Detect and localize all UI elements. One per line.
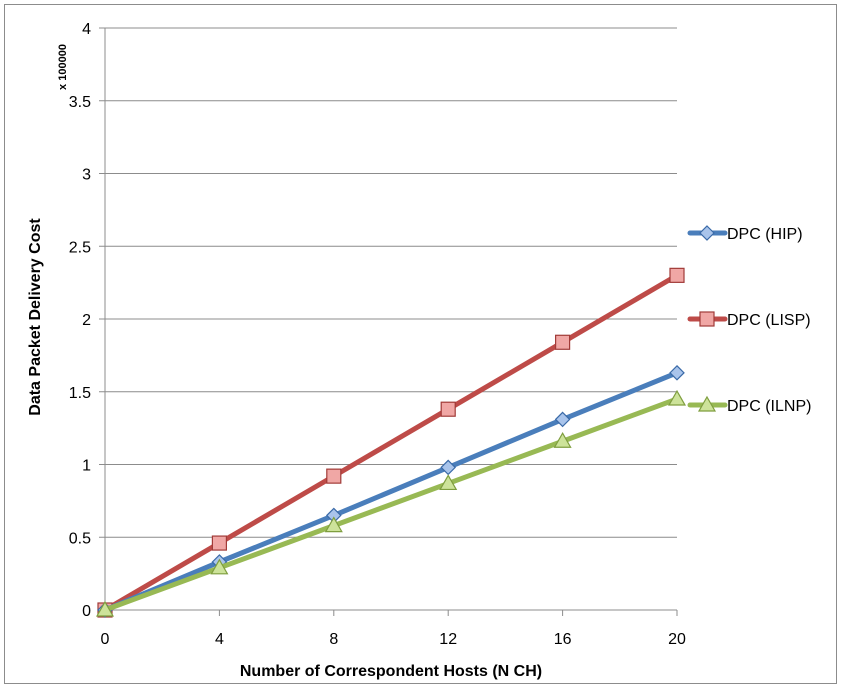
- legend-item-0: DPC (HIP): [687, 225, 803, 243]
- y-tick-label-1: 0.5: [69, 530, 91, 547]
- x-tick-labels: 0 4 8 12 16 20: [101, 631, 686, 648]
- series-line-1: [102, 272, 680, 613]
- legend-marker-2: [697, 395, 717, 412]
- y-axis-multiplier: x 100000: [57, 44, 69, 90]
- data-point-1-5: [669, 267, 685, 283]
- data-point-0-3: [440, 459, 457, 476]
- axes: [99, 27, 678, 616]
- x-axis-title: Number of Correspondent Hosts (N CH): [240, 663, 542, 680]
- x-tick-label-5: 20: [668, 631, 686, 648]
- legend: DPC (HIP) DPC (LISP) DPC (ILNP): [687, 225, 811, 415]
- x-tick-label-2: 8: [329, 631, 338, 648]
- x-tick-label-0: 0: [101, 631, 110, 648]
- y-tick-label-8: 4: [82, 21, 91, 38]
- series-line-2: [102, 396, 680, 613]
- data-point-0-5: [669, 364, 685, 381]
- data-point-2-1: [210, 558, 229, 575]
- y-tick-label-0: 0: [82, 603, 91, 620]
- legend-marker-0: [699, 225, 715, 241]
- x-tick-label-3: 12: [439, 631, 457, 648]
- y-tick-label-5: 2.5: [69, 239, 91, 256]
- y-tick-label-6: 3: [82, 167, 91, 184]
- series-line-0: [102, 370, 680, 613]
- series-2: [95, 389, 687, 617]
- data-point-1-3: [440, 401, 456, 417]
- x-tick-label-1: 4: [215, 631, 224, 648]
- y-axis-title: Data Packet Delivery Cost: [27, 218, 44, 416]
- data-point-2-3: [439, 474, 458, 491]
- data-point-1-2: [326, 468, 342, 484]
- series-1: [97, 267, 685, 618]
- series-group: [95, 267, 687, 618]
- legend-item-2: DPC (ILNP): [687, 395, 811, 415]
- legend-label-0: DPC (HIP): [727, 226, 803, 243]
- data-point-1-4: [554, 334, 571, 350]
- legend-label-2: DPC (ILNP): [727, 398, 811, 415]
- chart-frame: [4, 4, 837, 684]
- grid-lines: [105, 27, 677, 538]
- legend-label-1: DPC (LISP): [727, 312, 811, 329]
- x-tick-label-4: 16: [554, 631, 572, 648]
- data-point-2-2: [324, 516, 343, 533]
- data-point-2-5: [667, 389, 687, 406]
- y-tick-label-4: 2: [82, 312, 91, 329]
- legend-item-1: DPC (LISP): [687, 311, 811, 329]
- y-tick-label-2: 1: [82, 458, 91, 475]
- data-point-1-1: [211, 535, 227, 551]
- legend-marker-1: [699, 311, 715, 327]
- data-point-2-4: [553, 432, 572, 448]
- y-tick-label-3: 1.5: [69, 385, 91, 402]
- y-tick-labels: 0 0.5 1 1.5 2 2.5 3 3.5 4: [69, 21, 91, 620]
- y-tick-label-7: 3.5: [69, 94, 91, 111]
- data-point-2-0: [95, 600, 115, 617]
- data-point-0-4: [554, 411, 571, 428]
